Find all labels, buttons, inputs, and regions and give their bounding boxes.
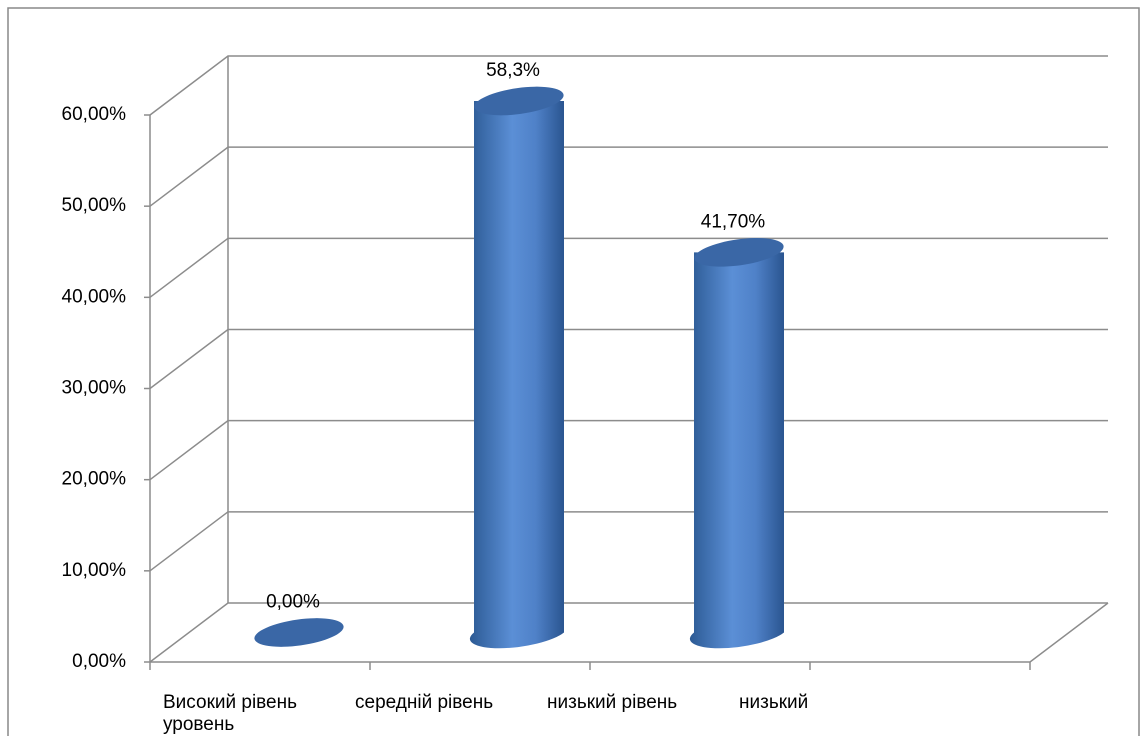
y-tick-label: 0,00% [72,651,126,672]
grid-line [149,602,1108,663]
y-tick-label: 60,00% [62,104,127,125]
y-tick-label: 20,00% [62,469,127,490]
value-label: 0,00% [266,592,320,613]
grid-line [149,55,1108,116]
grid-line [149,146,1108,207]
value-label: 58,3% [486,60,540,81]
grid-line [149,511,1108,572]
y-tick-label: 30,00% [62,378,127,399]
x-tick-label: низький [739,692,809,713]
y-tick-label: 50,00% [62,195,127,216]
grid-line [149,419,1108,481]
y-tick-label: 10,00% [62,560,127,581]
value-label: 41,70% [701,211,766,232]
x-tick-label: середній рівень [355,692,494,713]
x-tick-label: Високий рівень уровень [163,692,298,735]
x-tick-label: низький рівень [547,692,678,713]
bar-top [474,86,564,116]
bar-top [254,618,344,647]
y-tick-label: 40,00% [62,286,127,307]
bar-top [694,238,784,267]
chart-border [7,7,1140,736]
grid-line [149,328,1108,390]
bar [689,252,784,649]
bar [469,100,564,649]
grid-line [149,237,1108,298]
